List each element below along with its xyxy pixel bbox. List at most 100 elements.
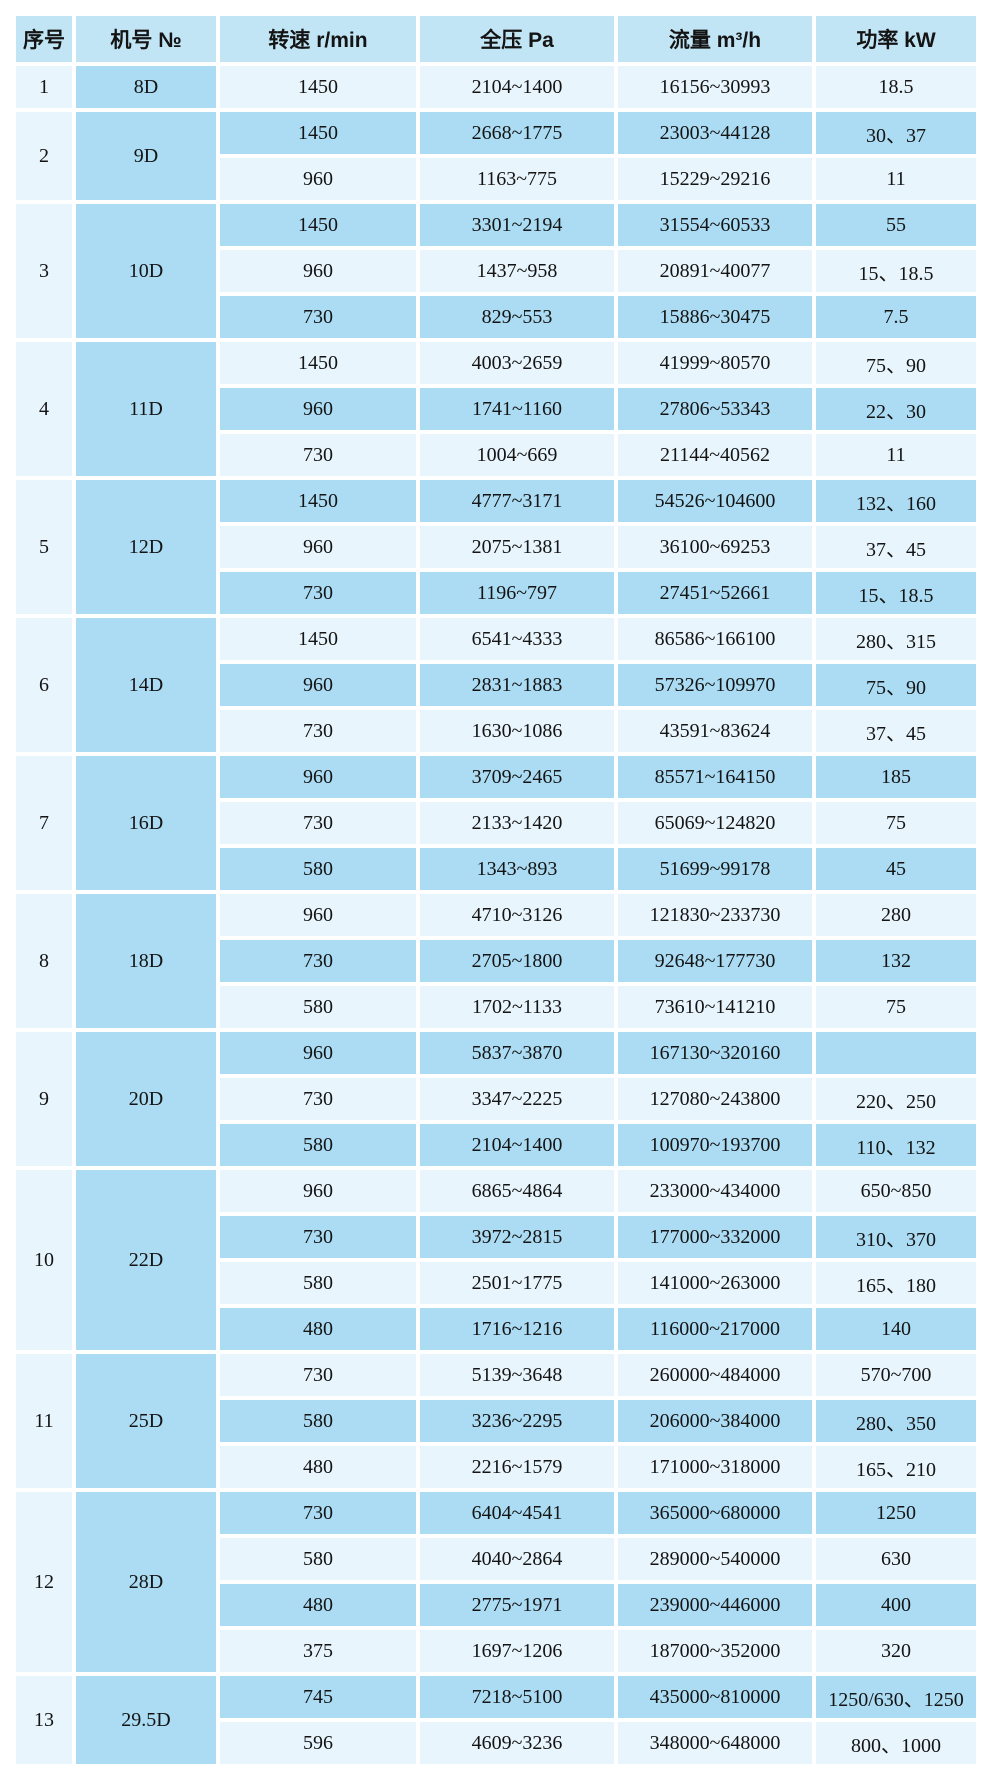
- power-cell: 45: [816, 848, 976, 890]
- power-cell: 165、210: [816, 1446, 976, 1488]
- speed-cell: 580: [220, 1262, 416, 1304]
- power-cell: 220、250: [816, 1078, 976, 1120]
- pressure-cell: 6541~4333: [420, 618, 614, 660]
- serial-cell: 3: [16, 204, 72, 338]
- pressure-cell: 2104~1400: [420, 66, 614, 108]
- power-cell: 280: [816, 894, 976, 936]
- speed-cell: 730: [220, 572, 416, 614]
- flow-cell: 16156~30993: [618, 66, 812, 108]
- pressure-cell: 829~553: [420, 296, 614, 338]
- power-cell: 132: [816, 940, 976, 982]
- serial-cell: 7: [16, 756, 72, 890]
- power-cell: 75: [816, 986, 976, 1028]
- table-row: 8 18D 960 4710~3126 121830~233730 280: [16, 894, 976, 1028]
- speed-cell: 730: [220, 1078, 416, 1120]
- table-body: 1 8D 1450 2104~1400 16156~30993 18.5 2 9D 1450 26…: [16, 66, 976, 1764]
- col-header-model: 机号 №: [76, 16, 216, 62]
- table-row: 13 29.5D 745 7218~5100 435000~810000 1250/630…: [16, 1676, 976, 1764]
- model-cell: 22D: [76, 1170, 216, 1350]
- flow-cell: 435000~810000: [618, 1676, 812, 1718]
- power-cell: 15、18.5: [816, 250, 976, 292]
- table-row: 730 3972~2815 177000~332000 310、370: [16, 1216, 976, 1258]
- flow-cell: 65069~124820: [618, 802, 812, 844]
- speed-cell: 580: [220, 848, 416, 890]
- serial-cell: 10: [16, 1170, 72, 1350]
- power-cell: 18.5: [816, 66, 976, 108]
- power-cell: 30、37: [816, 112, 976, 154]
- flow-cell: 41999~80570: [618, 342, 812, 384]
- pressure-cell: 2216~1579: [420, 1446, 614, 1488]
- power-cell: 630: [816, 1538, 976, 1580]
- table-row: 1 8D 1450 2104~1400 16156~30993 18.5: [16, 66, 976, 108]
- flow-cell: 27451~52661: [618, 572, 812, 614]
- model-cell: 14D: [76, 618, 216, 752]
- table-row: 960 1741~1160 27806~53343 22、30: [16, 388, 976, 430]
- serial-cell: 8: [16, 894, 72, 1028]
- serial-cell: 1: [16, 66, 72, 108]
- power-cell: 570~700: [816, 1354, 976, 1396]
- flow-cell: 141000~263000: [618, 1262, 812, 1304]
- pressure-cell: 4777~3171: [420, 480, 614, 522]
- serial-cell: 9: [16, 1032, 72, 1166]
- speed-cell: 960: [220, 1032, 416, 1074]
- model-cell: 11D: [76, 342, 216, 476]
- pressure-cell: 1004~669: [420, 434, 614, 476]
- speed-cell: 1450: [220, 204, 416, 246]
- flow-cell: 27806~53343: [618, 388, 812, 430]
- speed-cell: 1450: [220, 66, 416, 108]
- flow-cell: 31554~60533: [618, 204, 812, 246]
- speed-cell: 580: [220, 1538, 416, 1580]
- flow-cell: 260000~484000: [618, 1354, 812, 1396]
- flow-cell: 348000~648000: [618, 1722, 812, 1764]
- col-header-flow: 流量 m³/h: [618, 16, 812, 62]
- speed-cell: 960: [220, 664, 416, 706]
- speed-cell: 730: [220, 710, 416, 752]
- pressure-cell: 1741~1160: [420, 388, 614, 430]
- flow-cell: 187000~352000: [618, 1630, 812, 1672]
- power-cell: 15、18.5: [816, 572, 976, 614]
- power-cell: 310、370: [816, 1216, 976, 1258]
- power-cell: 11: [816, 158, 976, 200]
- speed-cell: 480: [220, 1446, 416, 1488]
- table-row: 12 28D 730 6404~4541 365000~680000 1250: [16, 1492, 976, 1672]
- speed-cell: 960: [220, 250, 416, 292]
- power-cell: 22、30: [816, 388, 976, 430]
- model-cell: 9D: [76, 112, 216, 200]
- pressure-cell: 2104~1400: [420, 1124, 614, 1166]
- serial-cell: 5: [16, 480, 72, 614]
- power-cell: 7.5: [816, 296, 976, 338]
- pressure-cell: 1343~893: [420, 848, 614, 890]
- col-header-power: 功率 kW: [816, 16, 976, 62]
- pressure-cell: 2775~1971: [420, 1584, 614, 1626]
- speed-cell: 730: [220, 1216, 416, 1258]
- flow-cell: 127080~243800: [618, 1078, 812, 1120]
- pressure-cell: 1716~1216: [420, 1308, 614, 1350]
- speed-cell: 960: [220, 756, 416, 798]
- pressure-cell: 1163~775: [420, 158, 614, 200]
- speed-cell: 960: [220, 526, 416, 568]
- power-cell: 140: [816, 1308, 976, 1350]
- table-row: 960 1163~775 15229~29216 11: [16, 158, 976, 200]
- table-row: 9 20D 960 5837~3870 167130~320160: [16, 1032, 976, 1166]
- flow-cell: 57326~109970: [618, 664, 812, 706]
- table-row: 480 2775~1971 239000~446000 400: [16, 1584, 976, 1626]
- table-row: 3 10D 1450 3301~2194 31554~60533 55: [16, 204, 976, 338]
- table-row: 730 1004~669 21144~40562 11: [16, 434, 976, 476]
- power-cell: 75、90: [816, 664, 976, 706]
- model-cell: 8D: [76, 66, 216, 108]
- pressure-cell: 5837~3870: [420, 1032, 614, 1074]
- table-row: 4 11D 1450 4003~2659 41999~80570 75、90: [16, 342, 976, 476]
- table-row: 11 25D 730 5139~3648 260000~484000 570~700: [16, 1354, 976, 1488]
- table-row: 960 1437~958 20891~40077 15、18.5: [16, 250, 976, 292]
- flow-cell: 36100~69253: [618, 526, 812, 568]
- power-cell: 75、90: [816, 342, 976, 384]
- flow-cell: 206000~384000: [618, 1400, 812, 1442]
- table-row: 730 1630~1086 43591~83624 37、45: [16, 710, 976, 752]
- power-cell: 11: [816, 434, 976, 476]
- flow-cell: 233000~434000: [618, 1170, 812, 1212]
- speed-cell: 480: [220, 1584, 416, 1626]
- model-cell: 20D: [76, 1032, 216, 1166]
- model-cell: 10D: [76, 204, 216, 338]
- col-header-pressure: 全压 Pa: [420, 16, 614, 62]
- power-cell: 185: [816, 756, 976, 798]
